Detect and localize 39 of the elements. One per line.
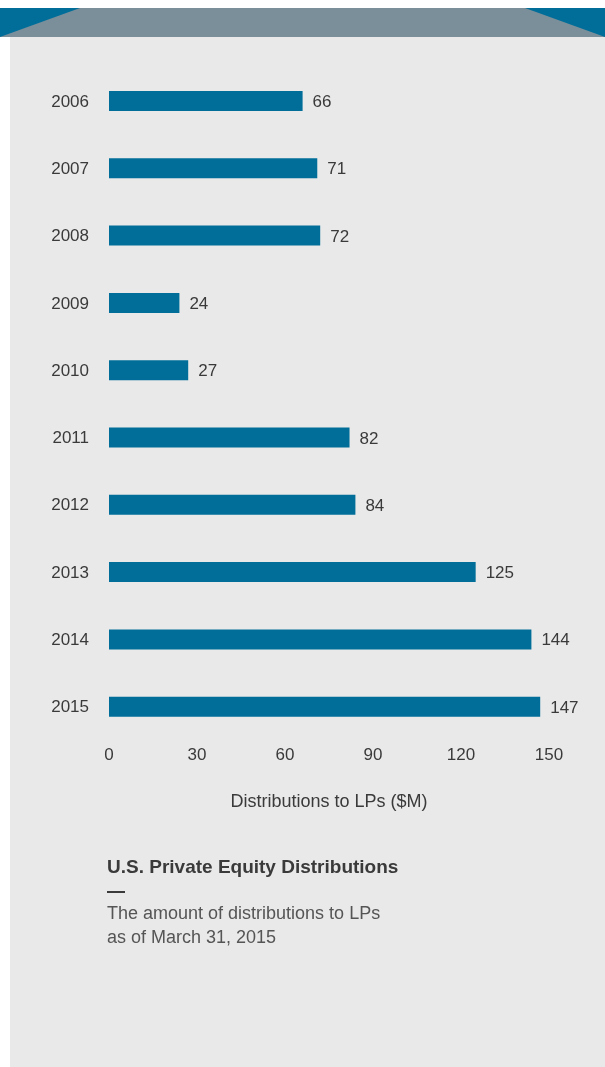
y-tick-label: 2008 — [51, 226, 89, 246]
x-tick-label: 30 — [187, 745, 207, 765]
y-tick-label: 2015 — [51, 697, 89, 717]
bar — [109, 629, 532, 650]
bar — [109, 562, 476, 583]
data-label: 66 — [312, 92, 332, 112]
y-tick-label: 2012 — [51, 495, 89, 515]
x-tick-label: 90 — [363, 745, 383, 765]
y-tick-label: 2009 — [51, 293, 89, 313]
data-label: 84 — [365, 495, 385, 515]
y-tick-label: 2013 — [51, 562, 89, 582]
bar — [109, 696, 541, 717]
bar — [109, 225, 321, 246]
text: The amount of distributions to LPs as of March 31, 2015 — [107, 902, 382, 949]
bar — [109, 91, 303, 111]
y-tick-label: 2007 — [51, 158, 89, 178]
x-tick-label: 60 — [275, 745, 295, 765]
bar — [109, 158, 318, 179]
x-axis-title: Distributions to LPs ($M) — [230, 791, 428, 811]
bar — [109, 427, 350, 448]
x-tick-label: 150 — [534, 745, 564, 765]
data-label: 147 — [550, 697, 579, 717]
x-tick-label: 0 — [104, 745, 114, 765]
bar — [109, 292, 180, 313]
bar — [109, 360, 189, 381]
data-label: 125 — [485, 563, 515, 583]
data-label: 82 — [359, 428, 379, 448]
y-tick-label: 2011 — [52, 428, 89, 448]
y-tick-label: 2014 — [51, 630, 89, 650]
y-tick-label: 2010 — [51, 360, 89, 380]
data-label: 71 — [327, 159, 347, 179]
text: U.S. Private Equity Distributions — [107, 855, 400, 879]
y-tick-label: 2006 — [51, 91, 89, 111]
data-label: 72 — [330, 226, 350, 246]
data-label: 27 — [198, 361, 218, 381]
data-label: 24 — [189, 293, 209, 313]
data-label: 144 — [541, 630, 570, 650]
bar — [109, 494, 356, 515]
x-tick-label: 120 — [446, 745, 476, 765]
